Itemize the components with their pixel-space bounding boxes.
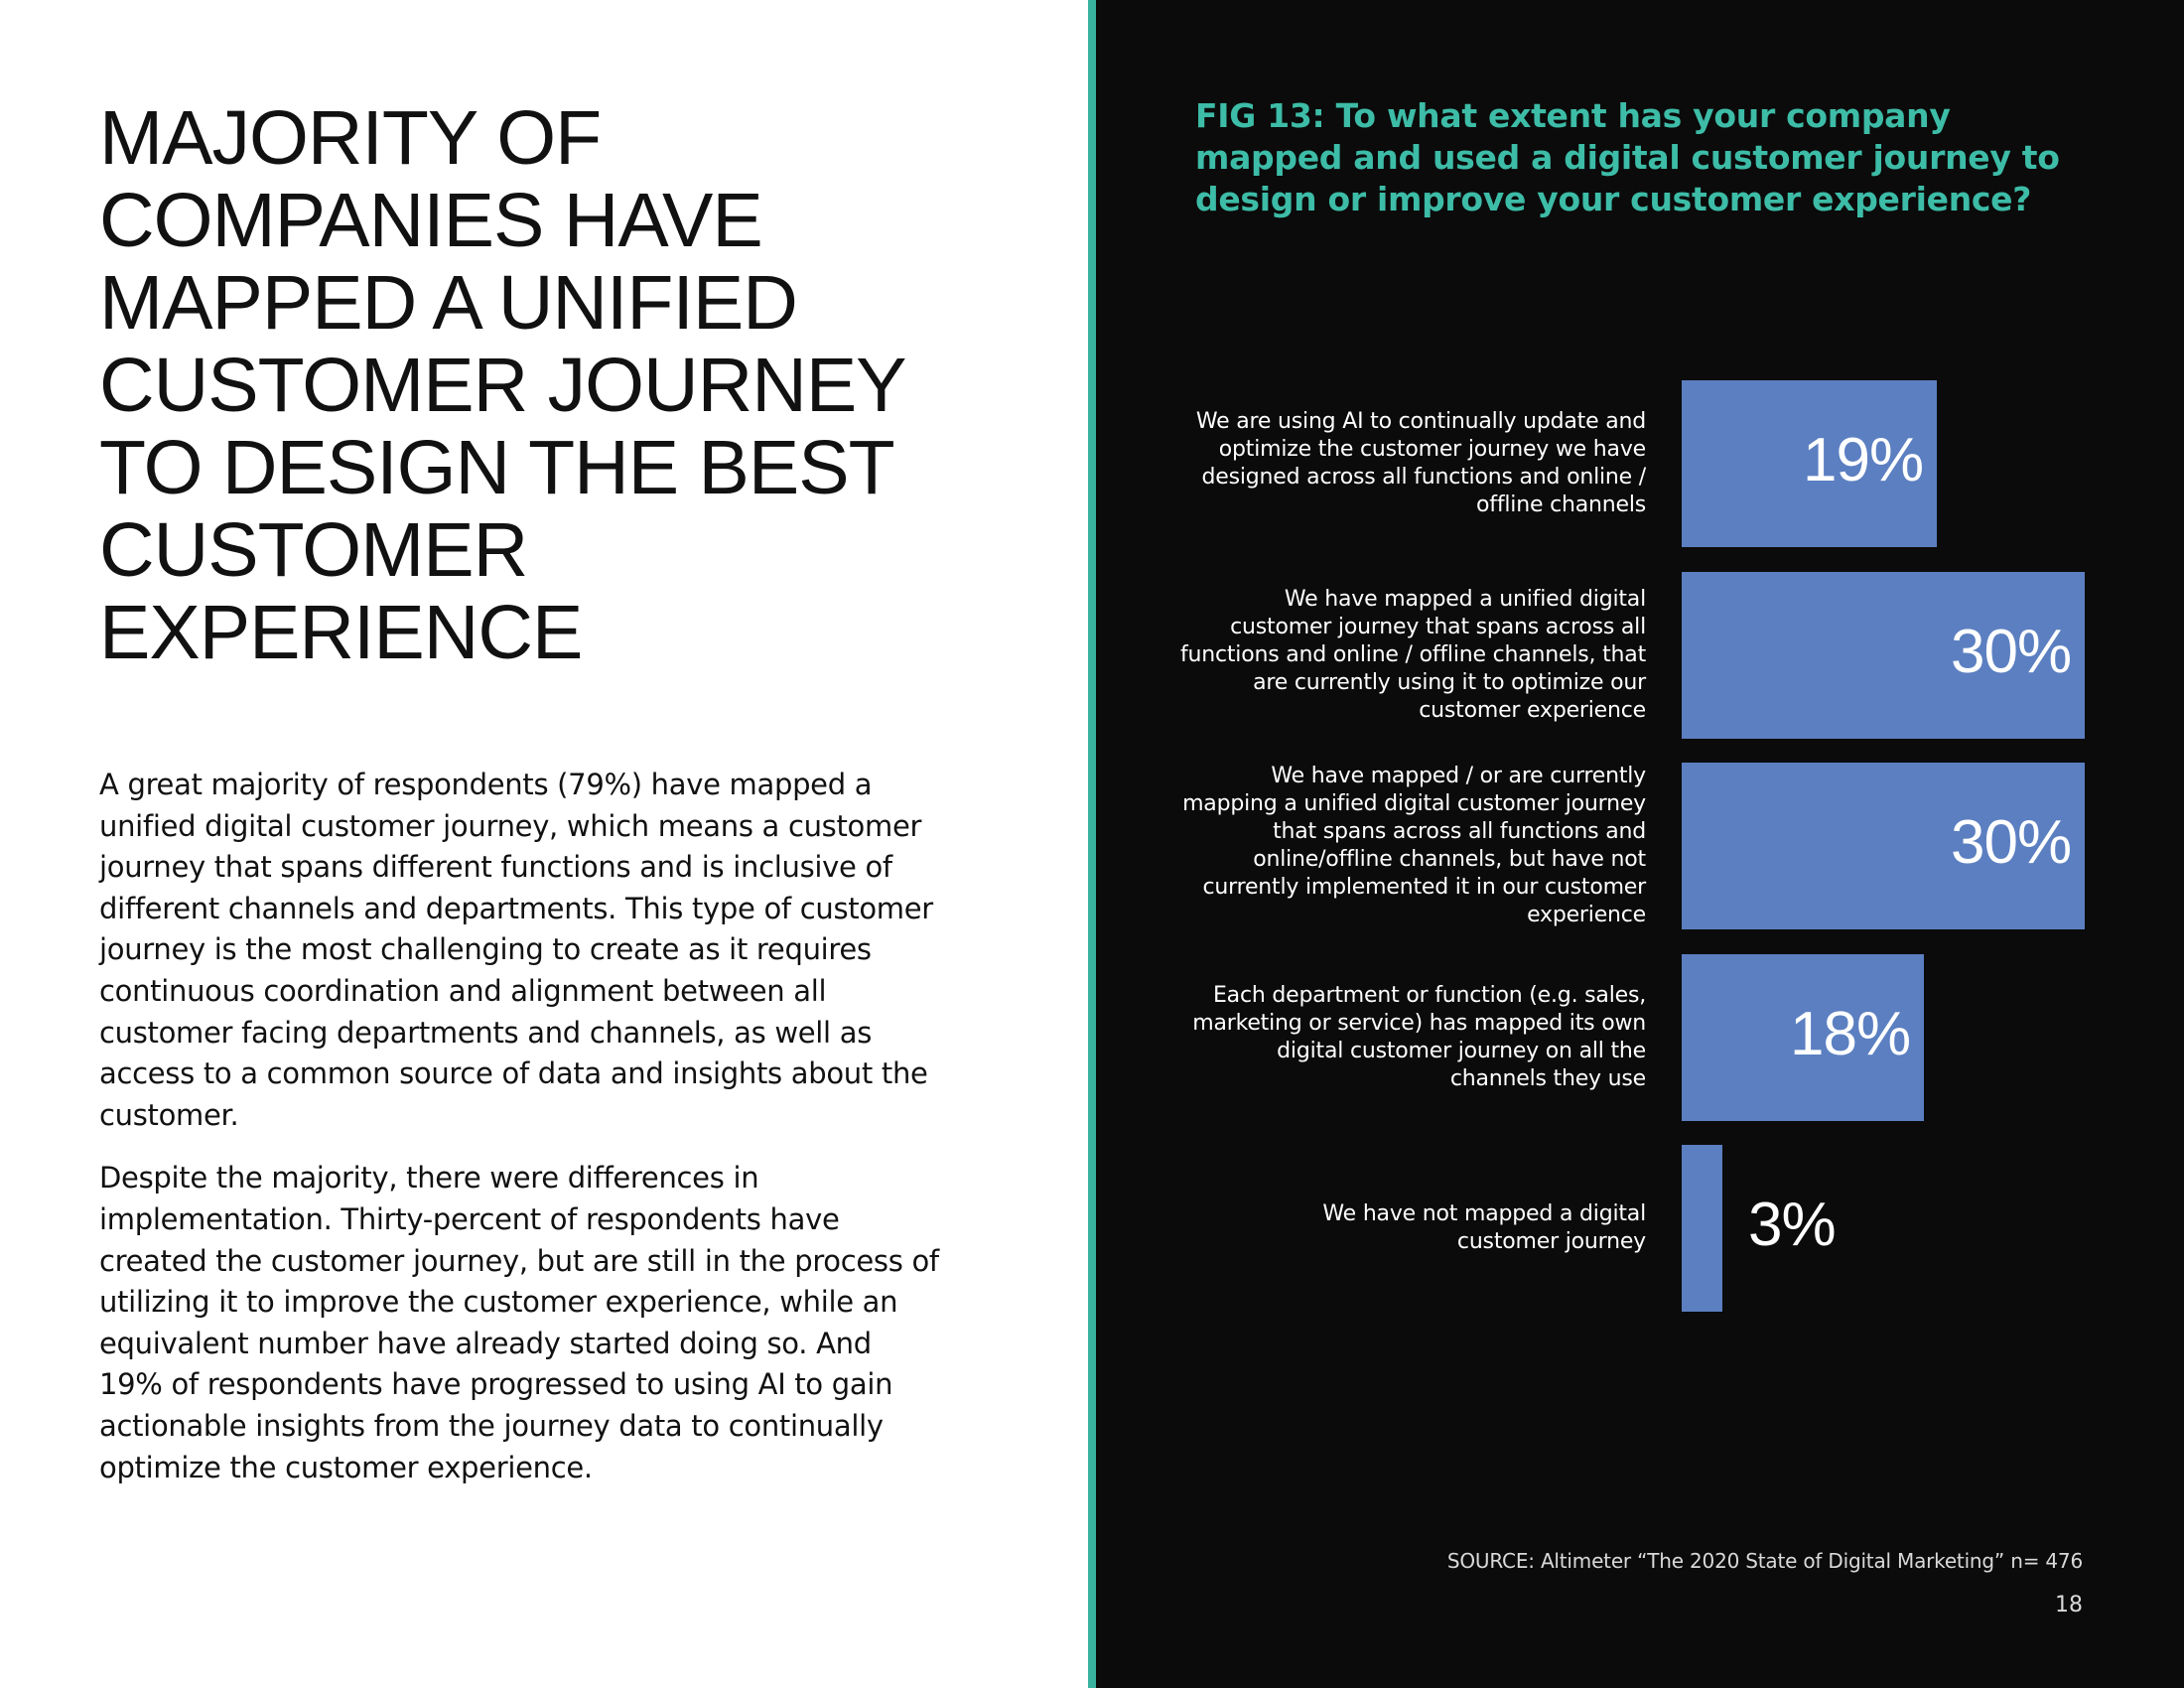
page-headline: MAJORITY OF COMPANIES HAVE MAPPED A UNIF… bbox=[99, 95, 905, 675]
accent-divider bbox=[1088, 0, 1096, 1688]
right-page bbox=[1096, 0, 2184, 1688]
body-paragraph-2: Despite the majority, there were differe… bbox=[99, 1161, 939, 1484]
page-number: 18 bbox=[2055, 1593, 2083, 1618]
body-copy: A great majority of respondents (79%) ha… bbox=[99, 765, 943, 1510]
left-page: MAJORITY OF COMPANIES HAVE MAPPED A UNIF… bbox=[0, 0, 1088, 1688]
body-paragraph-1: A great majority of respondents (79%) ha… bbox=[99, 768, 933, 1132]
source-note: SOURCE: Altimeter “The 2020 State of Dig… bbox=[1446, 1549, 2083, 1573]
figure-title: FIG 13: To what extent has your company … bbox=[1195, 96, 2060, 218]
